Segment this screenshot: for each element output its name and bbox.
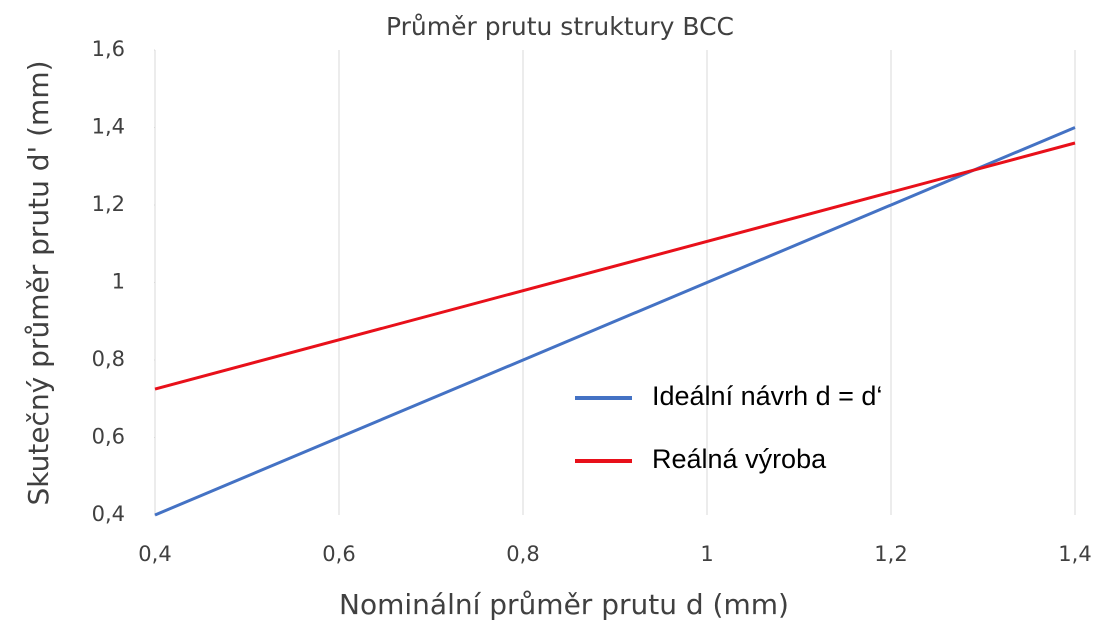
legend-label: Reálná výroba (652, 444, 827, 474)
y-axis-label: Skutečný průměr prutu d' (mm) (22, 60, 55, 505)
y-tick-label: 1,2 (92, 192, 125, 216)
x-tick-label: 1,4 (1058, 542, 1091, 566)
y-tick-label: 1,6 (92, 37, 125, 61)
series-line (154, 141, 1076, 391)
y-tick-label: 0,4 (92, 502, 125, 526)
y-tick-label: 1 (112, 270, 125, 294)
y-tick-label: 0,6 (92, 425, 125, 449)
x-tick-label: 1,2 (874, 542, 907, 566)
x-tick-label: 0,8 (506, 542, 539, 566)
x-tick-label: 1 (700, 542, 713, 566)
chart-title: Průměr prutu struktury BCC (386, 12, 734, 41)
x-tick-label: 0,6 (322, 542, 355, 566)
y-tick-label: 0,8 (92, 347, 125, 371)
x-tick-label: 0,4 (138, 542, 171, 566)
legend-label: Ideální návrh d = d‘ (652, 381, 882, 411)
series-line (154, 126, 1076, 517)
x-axis-label: Nominální průměr prutu d (mm) (339, 588, 789, 621)
y-tick-label: 1,4 (92, 115, 125, 139)
